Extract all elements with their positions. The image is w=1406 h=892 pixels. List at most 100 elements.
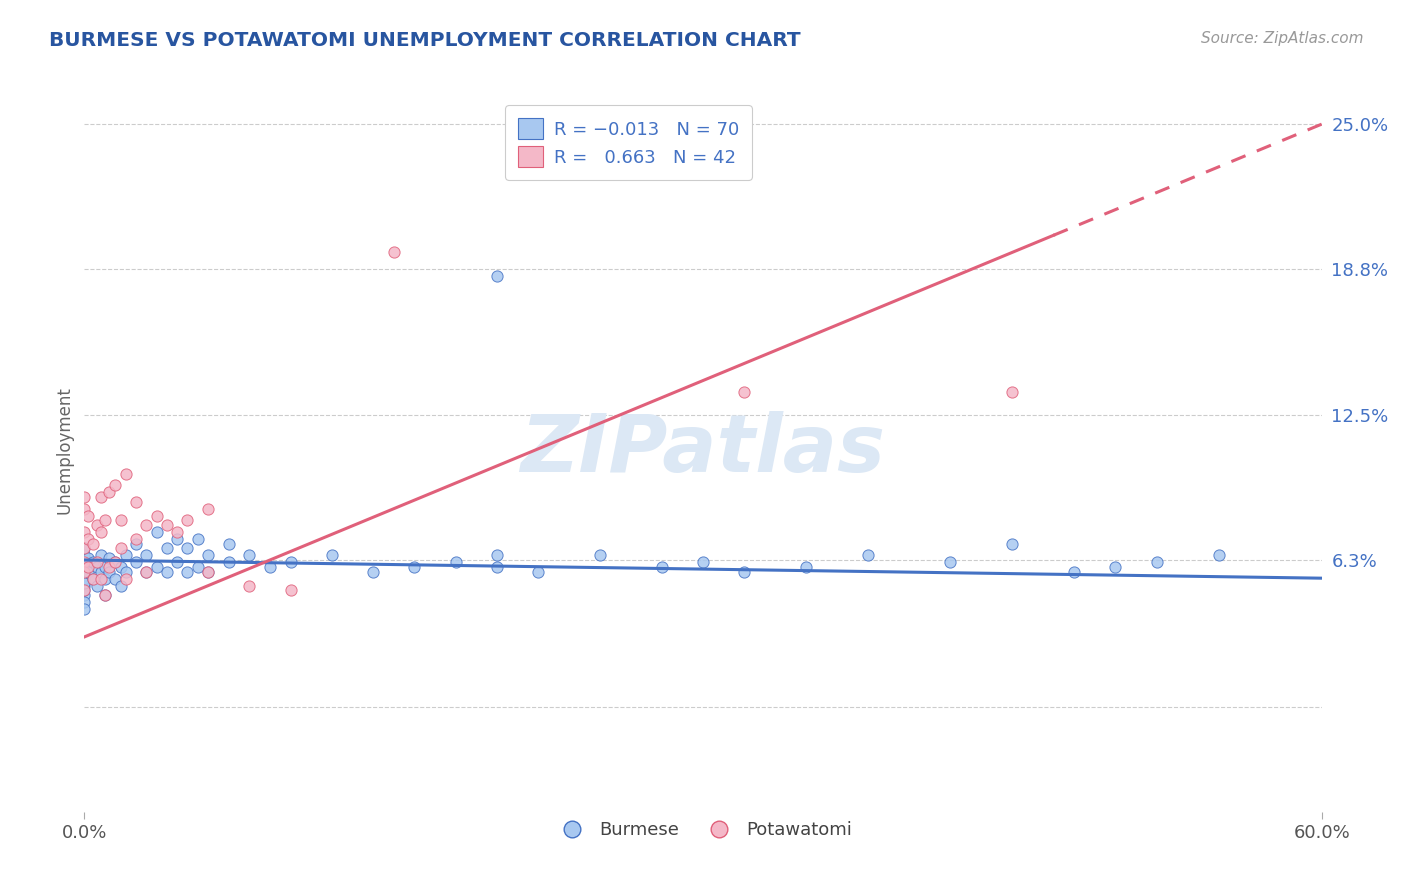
Point — [73, 576, 96, 591]
Point — [1001, 537, 1024, 551]
Point — [856, 549, 879, 563]
Point — [280, 583, 302, 598]
Point — [1104, 560, 1126, 574]
Point — [77, 532, 100, 546]
Point — [145, 560, 167, 574]
Point — [82, 537, 104, 551]
Point — [238, 579, 260, 593]
Point — [77, 560, 100, 574]
Point — [125, 555, 148, 569]
Point — [145, 508, 167, 523]
Point — [98, 565, 121, 579]
Point — [485, 268, 508, 283]
Point — [90, 572, 112, 586]
Point — [90, 490, 112, 504]
Point — [94, 513, 117, 527]
Point — [114, 549, 136, 563]
Point — [82, 572, 104, 586]
Point — [73, 579, 96, 593]
Point — [77, 565, 100, 579]
Point — [110, 541, 132, 556]
Point — [86, 579, 108, 593]
Point — [86, 518, 108, 533]
Point — [86, 555, 108, 569]
Point — [733, 385, 755, 400]
Point — [125, 494, 148, 508]
Point — [692, 555, 714, 569]
Point — [527, 565, 550, 579]
Point — [444, 555, 467, 569]
Point — [361, 565, 384, 579]
Point — [135, 565, 157, 579]
Point — [794, 560, 817, 574]
Point — [90, 565, 112, 579]
Point — [110, 579, 132, 593]
Point — [166, 555, 188, 569]
Point — [187, 532, 209, 546]
Point — [114, 572, 136, 586]
Point — [485, 560, 508, 574]
Point — [73, 541, 96, 556]
Point — [218, 537, 240, 551]
Point — [156, 541, 179, 556]
Point — [197, 565, 219, 579]
Point — [73, 565, 96, 579]
Point — [94, 560, 117, 574]
Point — [73, 501, 96, 516]
Point — [197, 549, 219, 563]
Point — [73, 555, 96, 569]
Point — [197, 501, 219, 516]
Point — [156, 565, 179, 579]
Point — [104, 555, 127, 569]
Point — [404, 560, 426, 574]
Point — [259, 560, 281, 574]
Point — [73, 602, 96, 616]
Point — [176, 513, 198, 527]
Text: ZIPatlas: ZIPatlas — [520, 411, 886, 490]
Point — [939, 555, 962, 569]
Point — [94, 588, 117, 602]
Point — [280, 555, 302, 569]
Point — [238, 549, 260, 563]
Point — [82, 572, 104, 586]
Point — [73, 583, 96, 598]
Point — [166, 532, 188, 546]
Point — [86, 560, 108, 574]
Point — [110, 560, 132, 574]
Text: Source: ZipAtlas.com: Source: ZipAtlas.com — [1201, 31, 1364, 46]
Point — [73, 541, 96, 556]
Point — [176, 541, 198, 556]
Point — [1208, 549, 1230, 563]
Point — [321, 549, 343, 563]
Point — [114, 467, 136, 481]
Point — [77, 550, 100, 565]
Point — [73, 583, 96, 598]
Point — [73, 588, 96, 602]
Point — [104, 478, 127, 492]
Point — [73, 560, 96, 574]
Point — [73, 549, 96, 563]
Point — [82, 555, 104, 569]
Point — [110, 513, 132, 527]
Point — [73, 524, 96, 539]
Point — [156, 518, 179, 533]
Point — [98, 550, 121, 565]
Point — [94, 588, 117, 602]
Point — [651, 560, 673, 574]
Point — [135, 549, 157, 563]
Legend: Burmese, Potawatomi: Burmese, Potawatomi — [547, 814, 859, 846]
Point — [218, 555, 240, 569]
Point — [98, 560, 121, 574]
Text: BURMESE VS POTAWATOMI UNEMPLOYMENT CORRELATION CHART: BURMESE VS POTAWATOMI UNEMPLOYMENT CORRE… — [49, 31, 801, 50]
Point — [733, 565, 755, 579]
Point — [114, 565, 136, 579]
Point — [94, 572, 117, 586]
Point — [197, 565, 219, 579]
Point — [176, 565, 198, 579]
Point — [135, 565, 157, 579]
Point — [90, 549, 112, 563]
Point — [98, 485, 121, 500]
Point — [104, 572, 127, 586]
Point — [104, 555, 127, 569]
Point — [1001, 385, 1024, 400]
